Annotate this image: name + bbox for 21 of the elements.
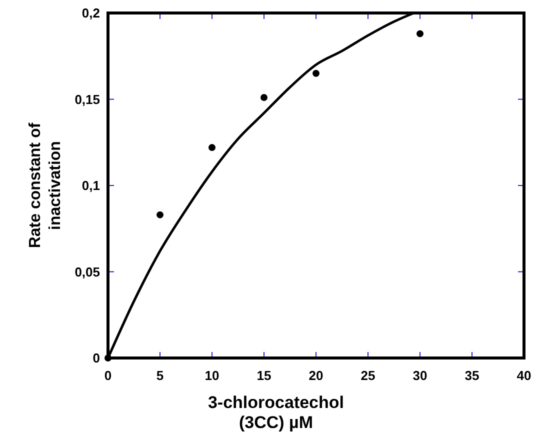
x-axis-title: 3-chlorocatechol (3CC) µM xyxy=(208,393,344,432)
point xyxy=(156,211,164,218)
y-tick-label: 0,05 xyxy=(74,264,100,280)
y-tick-label: 0 xyxy=(92,350,100,366)
x-tick-label: 10 xyxy=(204,368,220,383)
x-tick-label: 0 xyxy=(104,368,112,383)
y-tick-label: 0,15 xyxy=(74,92,100,107)
y-tick-label: 0,2 xyxy=(82,6,100,21)
x-tick-label: 30 xyxy=(412,368,428,383)
x-tick-label: 20 xyxy=(308,368,324,383)
point xyxy=(312,70,320,77)
point xyxy=(208,144,216,152)
y-axis-title: Rate constant of inactivation xyxy=(27,122,64,248)
point xyxy=(416,30,424,38)
x-tick-label: 15 xyxy=(256,368,272,383)
point xyxy=(260,94,268,102)
x-tick-label: 35 xyxy=(464,368,480,383)
y-tick-label: 0,1 xyxy=(82,178,100,194)
x-tick-label: 25 xyxy=(360,368,376,383)
x-tick-label: 40 xyxy=(516,368,532,383)
x-tick-label: 5 xyxy=(156,368,164,383)
